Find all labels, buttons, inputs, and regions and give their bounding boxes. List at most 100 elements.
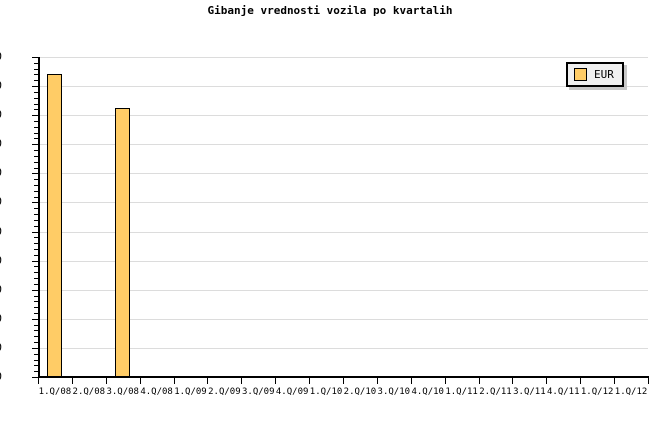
y-axis-label: 5500 — [0, 50, 2, 63]
y-tick-minor — [34, 243, 40, 245]
y-tick-minor — [34, 342, 40, 344]
x-tick — [275, 377, 276, 384]
x-axis-line — [38, 376, 649, 378]
y-tick-minor — [34, 249, 40, 250]
y-tick-minor — [34, 161, 40, 163]
y-tick-major — [32, 144, 40, 146]
x-axis-label: 2.Q/08 — [72, 387, 106, 397]
y-axis-label: 0 — [0, 370, 2, 383]
x-axis-label: 3.Q/09 — [242, 387, 275, 397]
y-tick-minor — [34, 91, 40, 93]
plot-area: 0 500 1000 1500 2000 2500 3000 3500 4000 4500 5000… — [0, 50, 649, 397]
y-tick-minor — [34, 336, 40, 338]
plot-background — [38, 57, 648, 377]
y-tick-minor — [34, 237, 40, 239]
y-tick-minor — [34, 68, 40, 70]
y-tick-major — [32, 289, 40, 291]
y-tick-minor — [34, 97, 40, 99]
gridline — [40, 144, 648, 146]
x-axis-label: 2.Q/11 — [479, 387, 512, 397]
gridline — [40, 202, 648, 204]
y-tick-minor — [34, 283, 40, 285]
y-tick-minor — [34, 301, 40, 303]
y-tick-minor — [34, 371, 40, 373]
y-axis-label: 500 — [0, 341, 2, 354]
gridline — [40, 347, 648, 349]
y-tick-minor — [34, 330, 40, 332]
x-tick — [479, 377, 480, 384]
y-tick-minor — [34, 359, 40, 361]
x-axis-label: 3.Q/11 — [513, 387, 546, 397]
x-axis-label: 1.Q/12 — [580, 387, 614, 397]
y-axis-label: 2000 — [0, 254, 2, 267]
y-tick-minor — [34, 266, 40, 268]
y-tick-minor — [34, 167, 40, 169]
legend-label-eur: EUR — [594, 68, 614, 81]
y-tick-minor — [34, 208, 40, 210]
x-axis-label: 4.Q/09 — [275, 387, 309, 397]
y-tick-major — [32, 318, 40, 320]
y-tick-minor — [34, 254, 40, 256]
x-axis-label: 2.Q/10 — [343, 387, 377, 397]
y-tick-minor — [34, 353, 40, 355]
y-axis-label: 4000 — [0, 137, 2, 150]
x-axis-label: 1.Q/10 — [309, 387, 343, 397]
y-axis-label: 3000 — [0, 195, 2, 208]
x-tick — [140, 377, 141, 384]
gridline — [40, 86, 648, 88]
x-tick — [309, 377, 310, 384]
x-tick — [411, 377, 412, 384]
y-axis-label: 1500 — [0, 283, 2, 296]
y-tick-minor — [34, 150, 40, 152]
y-tick-major — [32, 231, 40, 233]
x-axis-label: 4.Q/11 — [547, 387, 580, 397]
y-tick-minor — [34, 155, 40, 157]
y-tick-minor — [34, 103, 40, 105]
y-tick-minor — [34, 214, 40, 216]
x-tick — [648, 377, 649, 384]
gridline — [40, 231, 648, 233]
y-axis-label: 4500 — [0, 108, 2, 121]
x-axis-label: 1.Q/08 — [38, 387, 72, 397]
x-axis-label: 3.Q/10 — [377, 387, 411, 397]
y-tick-major — [32, 202, 40, 204]
y-tick-minor — [34, 272, 40, 274]
y-tick-minor — [34, 313, 40, 314]
x-tick — [241, 377, 242, 384]
y-tick-minor — [34, 219, 40, 221]
y-tick-major — [32, 347, 40, 349]
y-tick-minor — [34, 196, 40, 198]
bar — [115, 108, 130, 377]
x-axis-label: 3.Q/08 — [106, 387, 139, 397]
y-axis-label: 5000 — [0, 79, 2, 92]
x-tick — [512, 377, 513, 384]
x-axis-label: 4.Q/08 — [140, 387, 173, 397]
x-axis-label: 1.Q/12 — [614, 387, 648, 397]
y-tick-major — [32, 86, 40, 88]
x-axis-label: 2.Q/09 — [208, 387, 241, 397]
gridline — [40, 57, 648, 58]
x-tick — [343, 377, 344, 384]
bar — [47, 74, 62, 377]
y-tick-minor — [34, 185, 40, 186]
x-tick — [174, 377, 175, 384]
gridline — [40, 318, 648, 320]
x-tick — [546, 377, 547, 384]
y-tick-minor — [34, 62, 40, 64]
legend-swatch-eur — [574, 68, 587, 81]
x-axis-label: 1.Q/11 — [445, 387, 478, 397]
y-tick-minor — [34, 121, 40, 122]
gridline — [40, 260, 648, 262]
x-tick — [377, 377, 378, 384]
y-axis-label: 1000 — [0, 312, 2, 325]
y-tick-minor — [34, 190, 40, 192]
x-tick — [614, 377, 615, 384]
y-tick-major — [32, 260, 40, 262]
chart-title: Gibanje vrednosti vozila po kvartalih — [207, 4, 453, 17]
y-tick-major — [32, 173, 40, 175]
y-tick-minor — [34, 80, 40, 82]
y-tick-major — [32, 57, 40, 58]
y-tick-minor — [34, 278, 40, 280]
x-tick — [445, 377, 446, 384]
